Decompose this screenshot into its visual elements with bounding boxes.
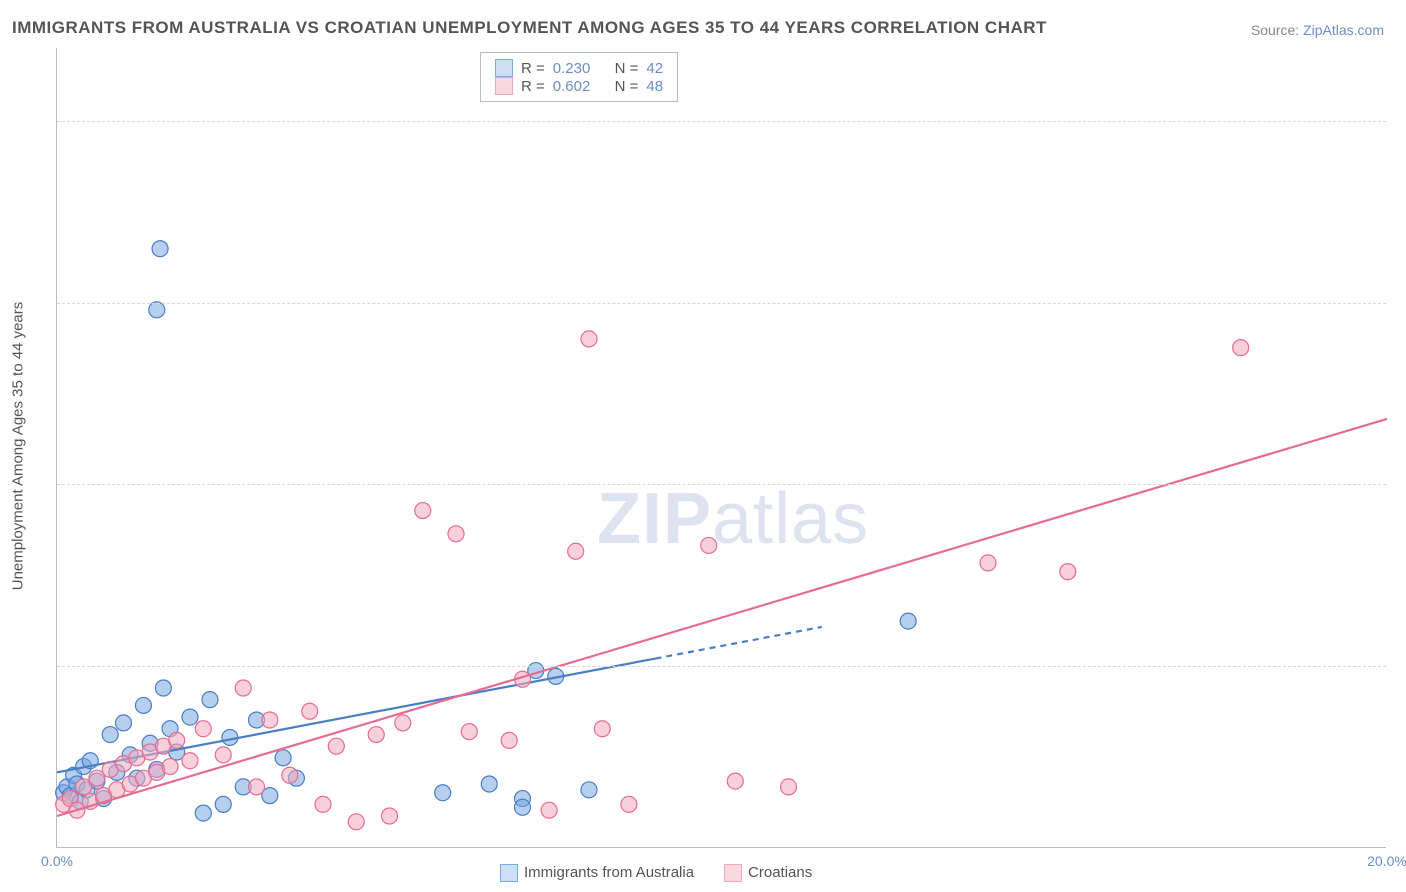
data-point bbox=[249, 779, 265, 795]
legend-series-label: Croatians bbox=[748, 864, 812, 881]
data-point bbox=[262, 712, 278, 728]
data-point bbox=[135, 697, 151, 713]
data-point bbox=[182, 709, 198, 725]
data-point bbox=[182, 753, 198, 769]
r-value: 0.230 bbox=[553, 60, 591, 77]
data-point bbox=[315, 796, 331, 812]
plot-area: ZIPatlas 12.5%25.0%37.5%50.0%0.0%20.0% bbox=[56, 48, 1386, 848]
data-point bbox=[1060, 564, 1076, 580]
data-point bbox=[594, 721, 610, 737]
data-point bbox=[781, 779, 797, 795]
data-point bbox=[155, 680, 171, 696]
data-point bbox=[215, 747, 231, 763]
data-point bbox=[568, 543, 584, 559]
source-prefix: Source: bbox=[1251, 22, 1303, 38]
legend-series: Immigrants from Australia Croatians bbox=[500, 864, 812, 882]
data-point bbox=[515, 799, 531, 815]
source-attribution: Source: ZipAtlas.com bbox=[1251, 22, 1384, 38]
n-value: 42 bbox=[646, 60, 663, 77]
chart-title: IMMIGRANTS FROM AUSTRALIA VS CROATIAN UN… bbox=[12, 18, 1047, 38]
data-point bbox=[382, 808, 398, 824]
r-label: R = bbox=[521, 78, 545, 95]
gridline bbox=[57, 666, 1386, 667]
data-point bbox=[900, 613, 916, 629]
data-point bbox=[415, 503, 431, 519]
r-label: R = bbox=[521, 60, 545, 77]
n-label: N = bbox=[615, 78, 639, 95]
data-point bbox=[980, 555, 996, 571]
gridline bbox=[57, 484, 1386, 485]
data-point bbox=[282, 767, 298, 783]
source-link[interactable]: ZipAtlas.com bbox=[1303, 22, 1384, 38]
data-point bbox=[395, 715, 411, 731]
gridline bbox=[57, 303, 1386, 304]
data-point bbox=[481, 776, 497, 792]
legend-stats: R = 0.230 N = 42 R = 0.602 N = 48 bbox=[480, 52, 678, 102]
data-point bbox=[215, 796, 231, 812]
data-point bbox=[461, 724, 477, 740]
data-point bbox=[701, 537, 717, 553]
correlation-chart: IMMIGRANTS FROM AUSTRALIA VS CROATIAN UN… bbox=[0, 0, 1406, 892]
legend-series-label: Immigrants from Australia bbox=[524, 864, 694, 881]
r-value: 0.602 bbox=[553, 78, 591, 95]
legend-series-item: Croatians bbox=[724, 864, 812, 882]
data-point bbox=[302, 703, 318, 719]
data-point bbox=[435, 785, 451, 801]
data-point bbox=[235, 680, 251, 696]
data-point bbox=[328, 738, 344, 754]
x-tick-label: 20.0% bbox=[1367, 853, 1406, 869]
data-point bbox=[152, 241, 168, 257]
data-point bbox=[202, 692, 218, 708]
data-point bbox=[621, 796, 637, 812]
trend-line-extrapolated bbox=[656, 627, 822, 659]
data-point bbox=[368, 727, 384, 743]
x-tick-label: 0.0% bbox=[41, 853, 73, 869]
data-point bbox=[162, 759, 178, 775]
n-value: 48 bbox=[646, 78, 663, 95]
legend-series-item: Immigrants from Australia bbox=[500, 864, 694, 882]
legend-stat-row: R = 0.602 N = 48 bbox=[495, 77, 663, 95]
legend-stat-row: R = 0.230 N = 42 bbox=[495, 59, 663, 77]
data-point bbox=[581, 782, 597, 798]
n-label: N = bbox=[615, 60, 639, 77]
data-point bbox=[195, 805, 211, 821]
data-point bbox=[149, 302, 165, 318]
legend-swatch bbox=[495, 77, 513, 95]
data-point bbox=[116, 715, 132, 731]
data-point bbox=[275, 750, 291, 766]
data-point bbox=[727, 773, 743, 789]
y-axis-label: Unemployment Among Ages 35 to 44 years bbox=[10, 302, 27, 591]
scatter-svg bbox=[57, 48, 1386, 847]
legend-swatch bbox=[724, 864, 742, 882]
legend-swatch bbox=[495, 59, 513, 77]
data-point bbox=[448, 526, 464, 542]
data-point bbox=[541, 802, 557, 818]
data-point bbox=[581, 331, 597, 347]
data-point bbox=[348, 814, 364, 830]
data-point bbox=[195, 721, 211, 737]
trend-line bbox=[57, 419, 1387, 816]
legend-swatch bbox=[500, 864, 518, 882]
data-point bbox=[102, 727, 118, 743]
gridline bbox=[57, 121, 1386, 122]
data-point bbox=[501, 732, 517, 748]
data-point bbox=[1233, 340, 1249, 356]
data-point bbox=[169, 732, 185, 748]
